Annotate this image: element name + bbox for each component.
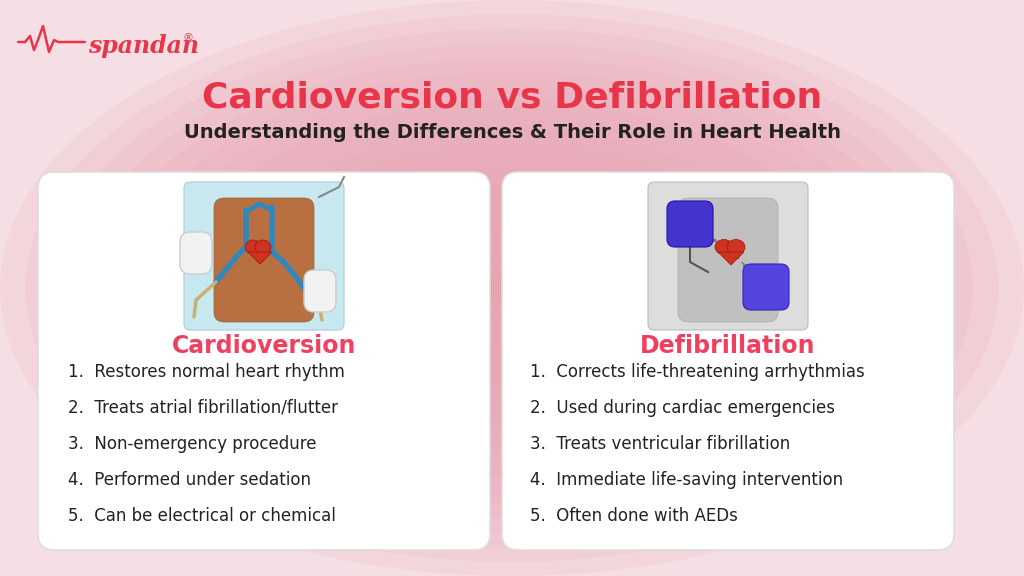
Text: Cardioversion vs Defibrillation: Cardioversion vs Defibrillation [202,80,822,114]
Ellipse shape [307,173,717,403]
FancyBboxPatch shape [184,182,344,330]
Ellipse shape [333,187,691,389]
FancyBboxPatch shape [678,198,778,322]
FancyBboxPatch shape [38,172,490,550]
Ellipse shape [230,130,794,446]
FancyBboxPatch shape [180,232,212,274]
FancyBboxPatch shape [214,198,314,322]
FancyBboxPatch shape [304,270,336,312]
FancyBboxPatch shape [667,201,713,247]
Ellipse shape [715,240,733,255]
Ellipse shape [128,72,896,504]
Text: 3.  Non-emergency procedure: 3. Non-emergency procedure [68,435,316,453]
Text: 1.  Restores normal heart rhythm: 1. Restores normal heart rhythm [68,363,345,381]
Ellipse shape [245,240,261,254]
Text: Understanding the Differences & Their Role in Heart Health: Understanding the Differences & Their Ro… [183,123,841,142]
Text: 4.  Immediate life-saving intervention: 4. Immediate life-saving intervention [530,471,843,489]
Text: 3.  Treats ventricular fibrillation: 3. Treats ventricular fibrillation [530,435,791,453]
Text: 1.  Corrects life-threatening arrhythmias: 1. Corrects life-threatening arrhythmias [530,363,864,381]
Polygon shape [718,252,744,265]
Ellipse shape [256,144,768,432]
Ellipse shape [179,101,845,475]
Text: ®: ® [183,33,194,43]
Ellipse shape [102,58,922,518]
Text: 2.  Treats atrial fibrillation/flutter: 2. Treats atrial fibrillation/flutter [68,399,338,417]
FancyBboxPatch shape [502,172,954,550]
Text: 4.  Performed under sedation: 4. Performed under sedation [68,471,311,489]
FancyBboxPatch shape [648,182,808,330]
Ellipse shape [51,29,973,547]
FancyBboxPatch shape [743,264,790,310]
Text: Defibrillation: Defibrillation [640,334,816,358]
Ellipse shape [154,86,870,490]
Polygon shape [248,252,272,264]
Ellipse shape [26,14,998,562]
Ellipse shape [205,115,819,461]
Text: 5.  Often done with AEDs: 5. Often done with AEDs [530,507,738,525]
Ellipse shape [727,240,745,255]
Ellipse shape [282,158,742,418]
Text: 2.  Used during cardiac emergencies: 2. Used during cardiac emergencies [530,399,835,417]
Text: Cardioversion: Cardioversion [172,334,356,358]
Text: spandan: spandan [88,34,199,58]
Ellipse shape [77,43,947,533]
Ellipse shape [255,240,271,254]
Text: 5.  Can be electrical or chemical: 5. Can be electrical or chemical [68,507,336,525]
